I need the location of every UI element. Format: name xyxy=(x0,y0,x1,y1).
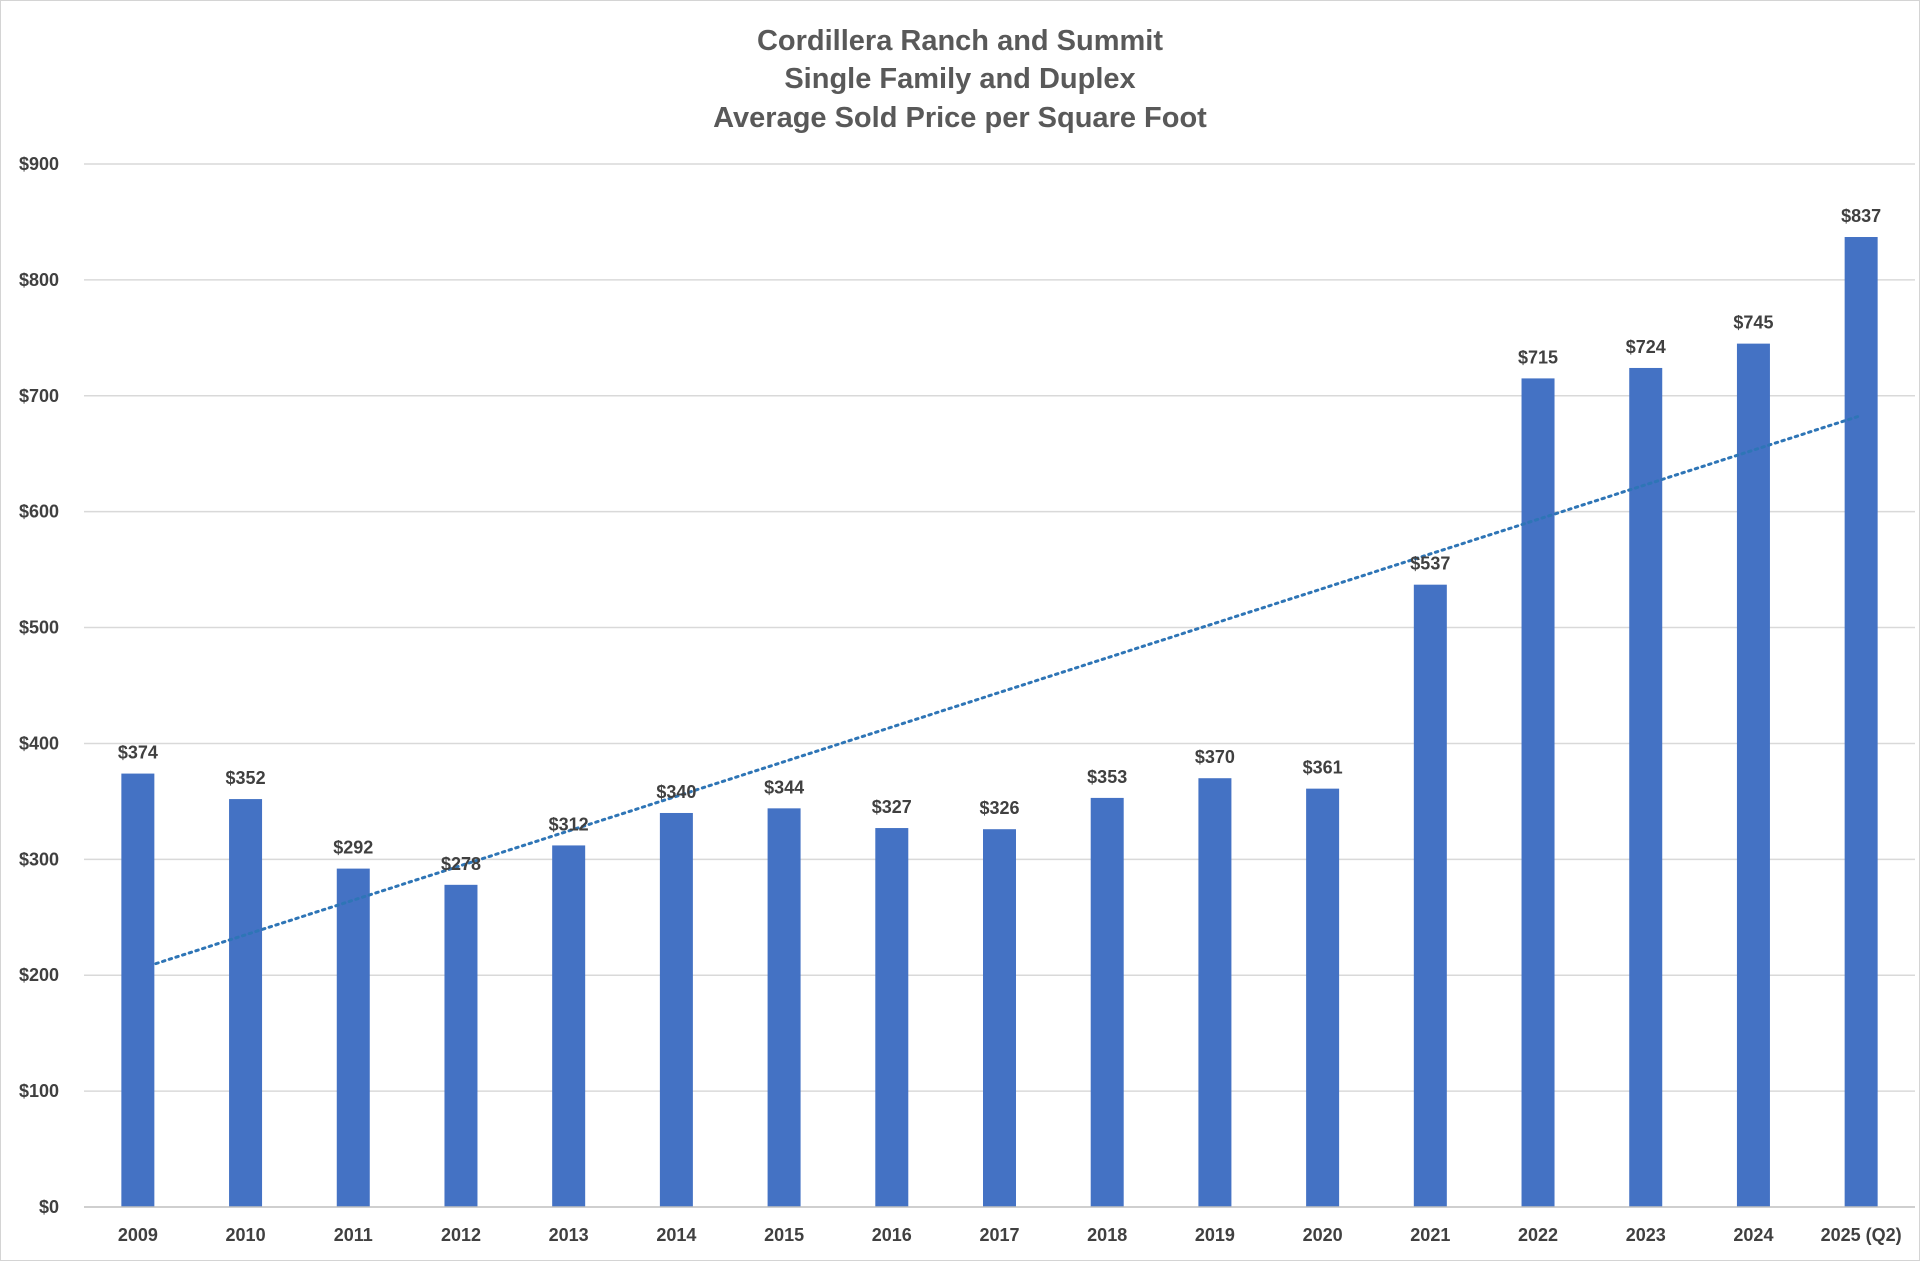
y-tick-label: $300 xyxy=(19,849,59,869)
bar-2023 xyxy=(1629,367,1663,1207)
data-label: $278 xyxy=(441,854,481,874)
bar-2022 xyxy=(1521,378,1555,1208)
bar-2014 xyxy=(659,812,693,1207)
x-tick-label: 2022 xyxy=(1518,1225,1558,1245)
bar-2021 xyxy=(1413,584,1447,1207)
data-label: $715 xyxy=(1518,347,1558,367)
bar-2025-q2 xyxy=(1844,237,1878,1207)
chart-title-line-3: Average Sold Price per Square Foot xyxy=(713,102,1207,134)
bar-2015 xyxy=(767,808,801,1207)
x-tick-label: 2020 xyxy=(1303,1225,1343,1245)
data-label: $537 xyxy=(1410,554,1450,574)
y-tick-label: $600 xyxy=(19,502,59,522)
bar-2017 xyxy=(983,829,1016,1207)
data-label: $374 xyxy=(118,743,158,763)
y-tick-label: $800 xyxy=(19,270,59,290)
data-label: $352 xyxy=(226,768,266,788)
y-tick-label: $200 xyxy=(19,965,59,985)
data-label: $370 xyxy=(1195,747,1235,767)
x-tick-label: 2010 xyxy=(226,1225,266,1245)
data-label: $724 xyxy=(1626,337,1666,357)
data-label: $292 xyxy=(333,838,373,858)
data-label: $361 xyxy=(1303,758,1343,778)
x-tick-label: 2011 xyxy=(334,1225,373,1245)
bar-2013 xyxy=(552,845,586,1207)
bar-2009 xyxy=(121,773,155,1207)
y-tick-label: $500 xyxy=(19,618,59,638)
bar-2012 xyxy=(444,884,478,1207)
x-tick-label: 2009 xyxy=(118,1225,158,1245)
bar-2024 xyxy=(1736,343,1770,1207)
chart-title-line-2: Single Family and Duplex xyxy=(784,63,1135,95)
x-tick-label: 2024 xyxy=(1733,1225,1773,1245)
trendline-layer xyxy=(154,413,1863,966)
y-tick-label: $0 xyxy=(39,1197,59,1217)
y-tick-label: $400 xyxy=(19,733,59,753)
x-tick-label: 2014 xyxy=(656,1225,696,1245)
data-label: $326 xyxy=(979,798,1019,818)
x-tick-label: 2025 (Q2) xyxy=(1821,1225,1902,1245)
gridlines xyxy=(84,163,1915,1092)
chart-title: Cordillera Ranch and Summit Single Famil… xyxy=(713,25,1207,134)
data-label: $745 xyxy=(1733,313,1773,333)
y-axis: $0 $100 $200 $300 $400 $500 $600 $700 $800 $900 xyxy=(19,154,59,1217)
bar-2018 xyxy=(1090,797,1124,1207)
bar-2011 xyxy=(336,868,370,1207)
x-tick-label: 2023 xyxy=(1626,1225,1666,1245)
trendline xyxy=(154,413,1863,966)
x-tick-label: 2017 xyxy=(979,1225,1019,1245)
data-label: $340 xyxy=(656,782,696,802)
data-labels: $374 $352 $292 $278 $312 $340 $344 $327 $326 $353… xyxy=(118,206,1881,874)
data-label: $837 xyxy=(1841,206,1881,226)
data-label: $353 xyxy=(1087,767,1127,787)
bar-2020 xyxy=(1306,788,1340,1207)
chart-title-line-1: Cordillera Ranch and Summit xyxy=(757,25,1163,57)
x-tick-label: 2016 xyxy=(872,1225,912,1245)
bar-2010 xyxy=(229,799,263,1207)
x-tick-label: 2015 xyxy=(764,1225,804,1245)
y-tick-label: $700 xyxy=(19,386,59,406)
bar-series xyxy=(121,237,1878,1208)
bar-2019 xyxy=(1198,778,1232,1207)
x-tick-label: 2012 xyxy=(441,1225,481,1245)
data-label: $344 xyxy=(764,777,804,797)
y-tick-label: $900 xyxy=(19,154,59,174)
y-tick-label: $100 xyxy=(19,1081,59,1101)
bar-2016 xyxy=(875,828,909,1207)
x-tick-label: 2021 xyxy=(1410,1225,1450,1245)
x-axis: 2009 2010 2011 2012 2013 2014 2015 2016 2017 2018… xyxy=(84,1206,1915,1245)
data-label: $327 xyxy=(872,797,912,817)
x-tick-label: 2019 xyxy=(1195,1225,1235,1245)
x-tick-label: 2018 xyxy=(1087,1225,1127,1245)
x-tick-label: 2013 xyxy=(549,1225,589,1245)
data-label: $312 xyxy=(549,814,589,834)
